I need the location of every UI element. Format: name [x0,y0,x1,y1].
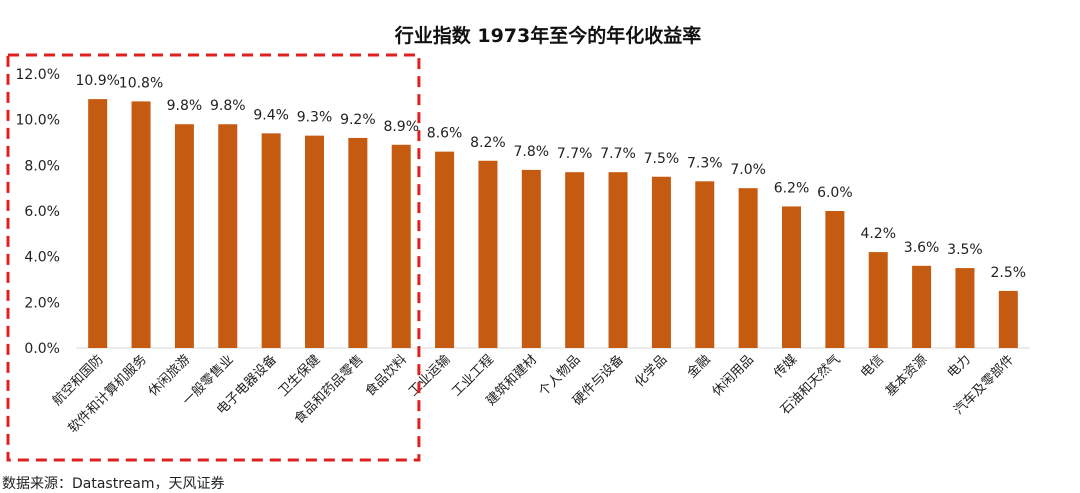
data-label: 3.5% [947,242,983,258]
category-label: 化学品 [631,352,670,391]
bar [174,124,194,348]
bar [825,211,845,348]
data-label: 9.8% [167,98,203,114]
y-tick-label: 6.0% [24,204,60,220]
y-tick-label: 4.0% [24,250,60,266]
bar [391,144,411,348]
category-label: 休闲用品 [710,352,757,399]
data-label: 3.6% [904,240,940,256]
bar [435,151,455,348]
bar [955,268,975,348]
data-label: 9.4% [253,107,289,123]
category-labels: 航空和国防软件和计算机服务休闲旅游一般零售业电子电器设备卫生保健食品和药品零售食… [49,352,1017,437]
bar [521,169,541,348]
bar [261,133,281,348]
data-label: 6.0% [817,185,853,201]
bar [131,101,151,349]
data-label: 7.5% [644,151,680,167]
bar [782,206,801,348]
bar [868,252,888,348]
highlight-box [6,53,421,462]
data-label: 4.2% [860,226,896,242]
category-label: 软件和计算机服务 [65,352,150,437]
data-label: 7.3% [687,155,723,171]
bar [88,99,108,348]
category-label: 电力 [945,352,974,381]
bar [695,181,715,348]
category-label: 基本资源 [883,352,930,399]
bar [218,124,238,348]
bar [478,160,498,348]
category-label: 金融 [684,352,714,382]
data-labels: 10.9%10.8%9.8% 9.8%9.4% 9.3% 9.2% 8.9% 8.6%8.… [75,73,1026,281]
data-label: 7.0% [730,162,766,178]
category-label: 电信 [858,352,887,381]
data-label: 9.2% [340,112,376,128]
y-tick-label: 2.0% [24,295,60,311]
bar [998,290,1018,348]
bar [608,172,628,348]
bar [651,176,671,348]
data-label: 7.7% [557,146,593,162]
y-tick-label: 12.0% [16,67,60,83]
data-label: 8.6% [427,126,463,142]
bar [912,265,932,348]
bar [738,188,758,348]
bar [348,137,368,348]
category-label: 传媒 [771,352,800,381]
category-label: 工业运输 [405,352,453,400]
data-label: 10.8% [119,75,163,91]
chart-title: 行业指数 1973年至今的年化收益率 [394,24,702,47]
bar-chart: 行业指数 1973年至今的年化收益率 0.0% 2.0% 4.0% 6.0% 8.0% 1… [6,24,1030,462]
data-label: 7.7% [600,146,636,162]
data-label: 10.9% [75,73,119,89]
bar [305,135,324,348]
bars [88,99,1018,349]
data-label: 2.5% [991,265,1027,281]
data-label: 8.9% [383,119,419,135]
category-label: 食品饮料 [362,352,410,400]
bar [565,172,585,348]
y-tick-label: 10.0% [16,113,60,129]
data-label: 8.2% [470,135,506,151]
data-label: 6.2% [774,180,810,196]
y-tick-label: 8.0% [24,158,60,174]
data-label: 9.8% [210,98,246,114]
data-label: 7.8% [514,144,550,160]
data-label: 9.3% [297,110,333,126]
y-tick-label: 0.0% [24,341,60,357]
source-note: 数据来源：Datastream，天风证券 [2,476,225,492]
